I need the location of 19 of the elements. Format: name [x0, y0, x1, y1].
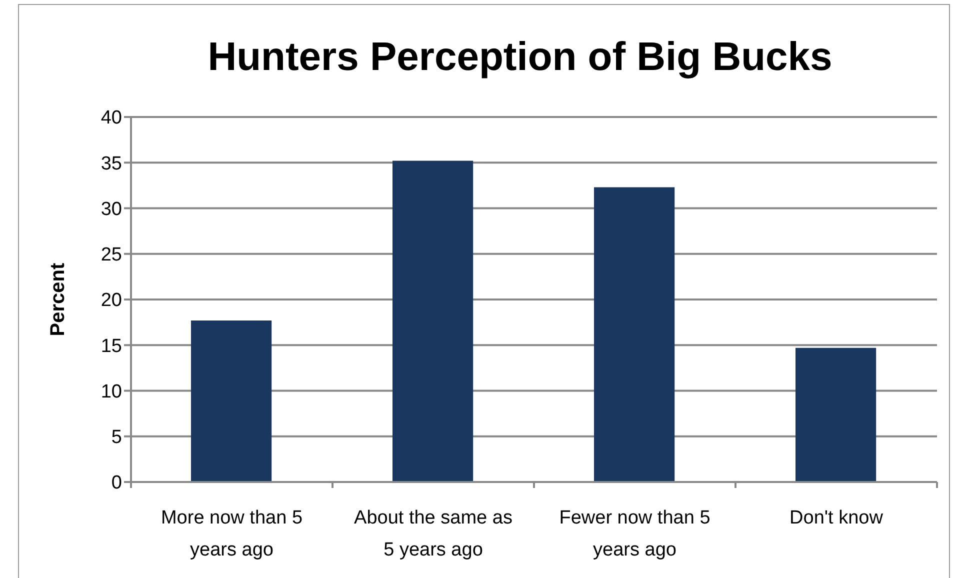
- y-tick-label: 25: [100, 244, 122, 266]
- bar: [594, 187, 675, 482]
- y-tick-label: 30: [100, 198, 122, 220]
- x-tick-label: Don't know: [790, 507, 884, 528]
- y-tick-label: 15: [100, 336, 122, 357]
- y-tick-label: 5: [111, 427, 122, 448]
- y-tick-label: 10: [100, 381, 122, 402]
- y-tick-label: 0: [111, 472, 122, 494]
- y-tick-label: 35: [100, 153, 122, 174]
- bar: [392, 160, 474, 482]
- y-tick-label: 20: [100, 290, 122, 312]
- chart-title: Hunters Perception of Big Bucks: [206, 34, 834, 81]
- y-axis-title: Percent: [47, 262, 69, 336]
- y-tick-label: 40: [100, 108, 122, 129]
- x-tick-label: More now than 5 years ago: [160, 507, 303, 560]
- bar: [191, 320, 272, 482]
- bar: [796, 348, 876, 482]
- x-tick-label: About the same as 5 years ago: [354, 507, 512, 560]
- x-tick-label: Fewer now than 5 years ago: [559, 507, 710, 560]
